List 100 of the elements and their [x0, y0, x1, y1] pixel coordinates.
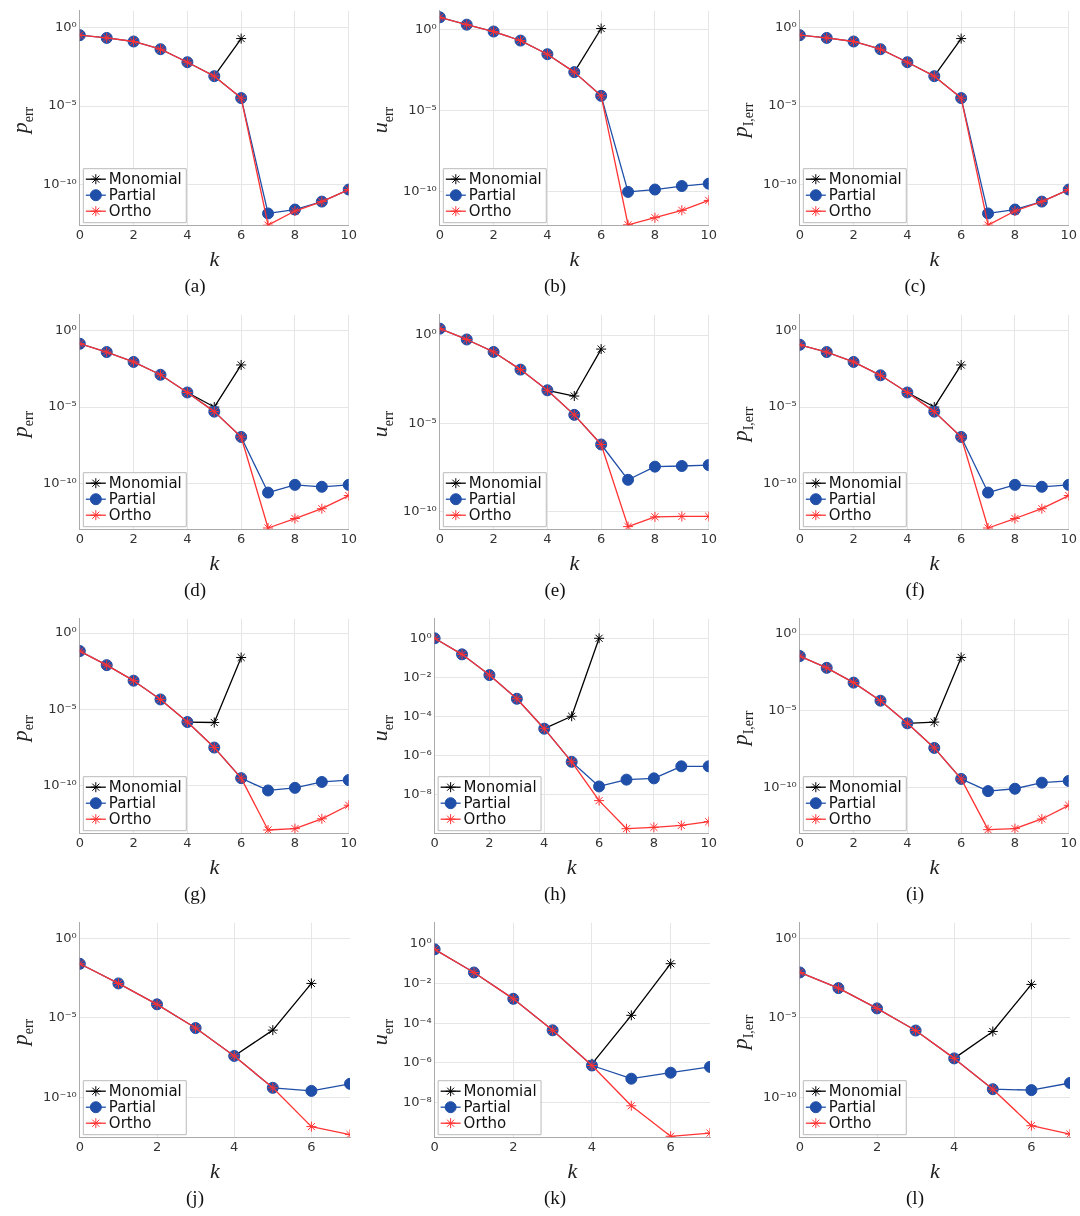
y-tick-label: 10⁻¹⁰	[763, 175, 797, 191]
legend-label: Partial	[468, 186, 516, 205]
y-tick-label: 10⁰	[415, 20, 437, 36]
x-tick-label: 6	[1027, 1139, 1036, 1155]
text: (i)	[906, 882, 924, 905]
text: (k)	[543, 1186, 567, 1209]
y-tick-label: 10⁻⁵	[768, 702, 797, 718]
legend-label: Ortho	[828, 202, 872, 221]
legend-label: Ortho	[108, 506, 152, 525]
y-tick-label: 10⁻²	[402, 974, 432, 990]
x-tick-label: 2	[152, 1139, 162, 1155]
legend-label: Monomial	[828, 778, 902, 797]
x-tick-label: 8	[290, 531, 300, 547]
x-tick-label: 6	[237, 227, 246, 243]
legend-label: Ortho	[828, 810, 872, 829]
text: (c)	[904, 274, 926, 297]
x-tick-label: 8	[650, 531, 660, 547]
y-tick-label: 10⁻¹⁰	[763, 474, 797, 490]
y-tick-label: 10⁻⁵	[768, 398, 797, 414]
y-tick-label: 10⁰	[409, 935, 432, 951]
x-tick-label: 2	[485, 835, 494, 851]
x-tick-label: 10	[1060, 531, 1077, 547]
x-tick-label: 10	[340, 227, 357, 243]
x-tick-label: 0	[795, 1139, 804, 1155]
x-tick-label: 0	[795, 835, 804, 851]
x-tick-label: 6	[957, 531, 966, 547]
legend-label: Partial	[108, 490, 156, 509]
x-axis-title: k	[569, 549, 581, 575]
x-tick-label: 0	[75, 835, 84, 851]
legend-label: Monomial	[828, 170, 902, 189]
x-tick-label: 6	[666, 1139, 675, 1155]
x-tick-label: 6	[237, 835, 246, 851]
legend-label: Ortho	[468, 202, 512, 221]
x-tick-label: 0	[430, 1139, 439, 1155]
y-tick-label: 10⁰	[55, 322, 77, 338]
legend-label: Ortho	[108, 202, 152, 221]
x-tick-label: 10	[340, 531, 357, 547]
y-tick-label: 10⁰	[775, 625, 797, 641]
legend-label: Partial	[828, 186, 876, 205]
y-tick-label: 10⁻⁵	[768, 1009, 797, 1025]
legend-label: Monomial	[468, 170, 542, 189]
y-tick-label: 10⁻¹⁰	[43, 474, 77, 490]
x-tick-label: 8	[1010, 531, 1020, 547]
x-tick-label: 4	[543, 531, 552, 547]
legend-label: Partial	[468, 490, 516, 509]
legend-label: Monomial	[108, 474, 182, 493]
legend-label: Ortho	[463, 810, 507, 829]
x-tick-label: 6	[957, 227, 966, 243]
x-tick-label: 0	[795, 227, 804, 243]
x-tick-label: 2	[872, 1139, 882, 1155]
x-tick-label: 10	[1060, 227, 1077, 243]
legend-label: Ortho	[828, 1114, 872, 1133]
x-tick-label: 2	[849, 531, 858, 547]
y-tick-label: 10⁰	[55, 624, 77, 640]
x-tick-label: 0	[75, 227, 84, 243]
x-tick-label: 0	[435, 531, 444, 547]
x-tick-label: 10	[1060, 835, 1077, 851]
x-axis-title: k	[929, 549, 941, 575]
x-tick-label: 4	[950, 1139, 959, 1155]
y-tick-label: 10⁰	[775, 18, 797, 34]
x-tick-label: 4	[903, 531, 912, 547]
text: (h)	[543, 882, 567, 905]
x-axis-title: k	[567, 1157, 579, 1183]
x-tick-label: 2	[129, 531, 138, 547]
x-axis-title: k	[569, 245, 581, 271]
legend-label: Monomial	[463, 1082, 537, 1101]
y-tick-label: 10⁻⁵	[48, 1009, 77, 1025]
x-tick-label: 10	[700, 531, 717, 547]
y-tick-label: 10⁰	[775, 930, 797, 946]
y-tick-label: 10⁻²	[402, 668, 432, 684]
x-tick-label: 0	[430, 835, 439, 851]
legend-label: Partial	[828, 490, 876, 509]
x-tick-label: 10	[700, 227, 717, 243]
y-tick-label: 10⁰	[55, 18, 77, 34]
legend-label: Monomial	[108, 778, 182, 797]
x-tick-label: 4	[183, 531, 192, 547]
y-tick-label: 10⁻¹⁰	[763, 1088, 797, 1104]
legend-label: Partial	[463, 1098, 511, 1117]
legend-label: Ortho	[828, 506, 872, 525]
legend-label: Partial	[828, 794, 876, 813]
x-axis-title: k	[929, 245, 941, 271]
x-tick-label: 8	[290, 227, 300, 243]
x-tick-label: 2	[489, 531, 498, 547]
legend-label: Monomial	[108, 170, 182, 189]
legend-label: Ortho	[468, 506, 512, 525]
x-tick-label: 4	[903, 835, 912, 851]
x-tick-label: 0	[75, 1139, 84, 1155]
text: (j)	[186, 1186, 204, 1209]
y-tick-label: 10⁻¹⁰	[403, 183, 437, 199]
y-tick-label: 10⁻¹⁰	[43, 1088, 77, 1104]
legend-label: Partial	[108, 186, 156, 205]
y-tick-label: 10⁻¹⁰	[43, 175, 77, 191]
y-tick-label: 10⁻⁵	[768, 97, 797, 113]
x-tick-label: 8	[1010, 835, 1020, 851]
x-tick-label: 6	[307, 1139, 316, 1155]
x-tick-label: 8	[290, 835, 300, 851]
x-tick-label: 2	[129, 835, 138, 851]
legend-label: Monomial	[828, 1082, 902, 1101]
x-tick-label: 0	[795, 531, 804, 547]
x-axis-title: k	[566, 853, 578, 879]
